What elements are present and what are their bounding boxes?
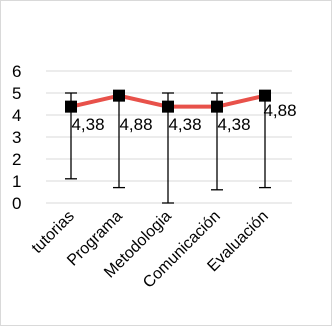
data-label-1: 4,88 xyxy=(119,115,152,134)
data-point-1 xyxy=(113,89,125,102)
y-tick-label: 3 xyxy=(12,128,21,147)
y-axis-tick-labels: 0 1 2 3 4 5 6 xyxy=(12,62,21,213)
data-label-0: 4,38 xyxy=(71,115,104,134)
data-label-4: 4,88 xyxy=(263,101,296,120)
x-category-label: tutorias xyxy=(29,208,78,257)
y-tick-label: 2 xyxy=(12,150,21,169)
data-point-0 xyxy=(65,100,77,113)
data-label-3: 4,38 xyxy=(217,115,250,134)
y-tick-label: 1 xyxy=(12,172,21,191)
data-point-2 xyxy=(162,100,174,113)
y-tick-label: 6 xyxy=(12,62,21,81)
data-point-4 xyxy=(259,89,271,102)
y-tick-label: 4 xyxy=(12,106,21,125)
data-labels: 4,38 4,88 4,38 4,38 4,88 xyxy=(71,101,296,134)
x-axis-category-labels: tutoriasProgramaMetodologiaComunicaciónE… xyxy=(29,208,272,292)
y-tick-label: 5 xyxy=(12,84,21,103)
y-tick-label: 0 xyxy=(12,194,21,213)
data-label-2: 4,38 xyxy=(168,115,201,134)
data-point-3 xyxy=(211,100,223,113)
data-markers xyxy=(65,89,271,113)
